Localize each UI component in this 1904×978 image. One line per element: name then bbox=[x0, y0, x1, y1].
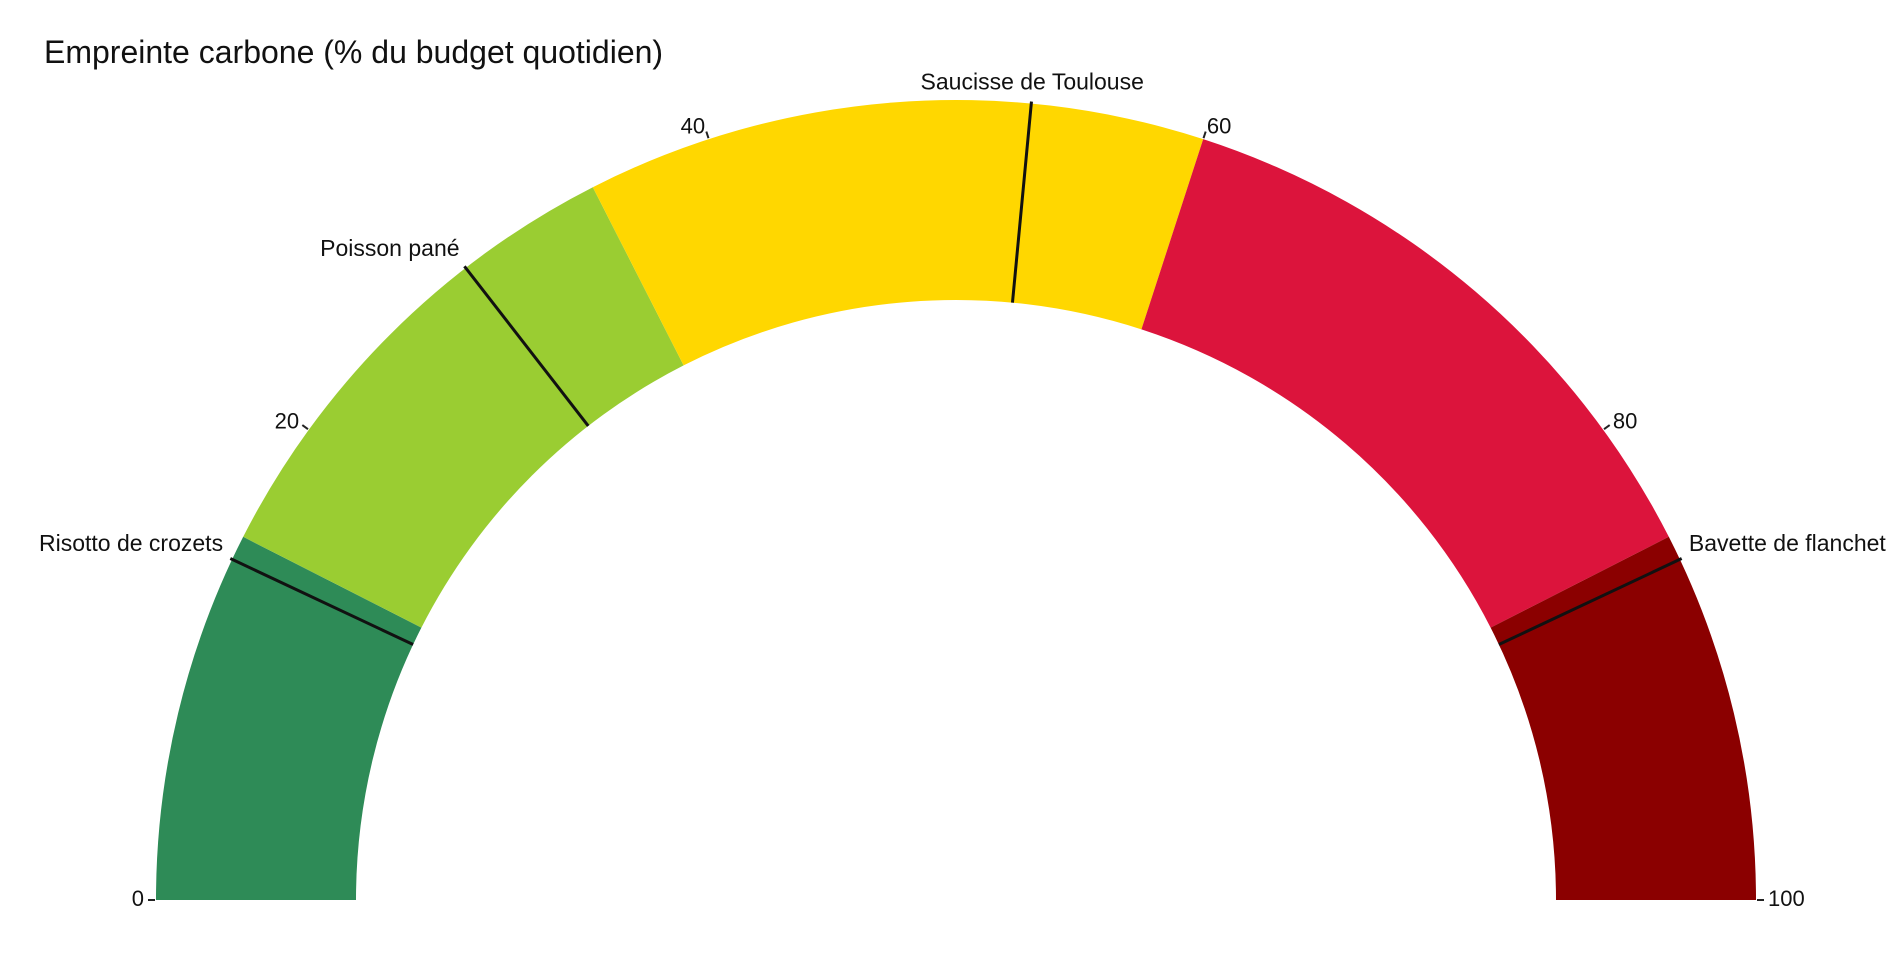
tick-mark-40 bbox=[705, 131, 710, 139]
marker-line-4 bbox=[1498, 557, 1683, 646]
marker-line-3 bbox=[1010, 101, 1033, 303]
tick-label-40: 40 bbox=[681, 114, 705, 139]
tick-label-80: 80 bbox=[1613, 409, 1637, 434]
gauge-band-4 bbox=[1141, 139, 1669, 628]
marker-line-2 bbox=[463, 265, 590, 427]
marker-label-1: Risotto de crozets bbox=[39, 530, 223, 556]
tick-mark-20 bbox=[301, 424, 309, 430]
marker-label-3: Saucisse de Toulouse bbox=[921, 69, 1144, 95]
gauge-band-5 bbox=[1490, 536, 1756, 900]
gauge-band-3 bbox=[592, 99, 1204, 366]
gauge-band-2 bbox=[243, 187, 684, 628]
gauge-markers: Risotto de crozets Poisson pané Saucisse d… bbox=[39, 69, 1887, 646]
marker-line-1 bbox=[229, 557, 414, 646]
tick-label-0: 0 bbox=[132, 886, 144, 911]
tick-label-60: 60 bbox=[1207, 114, 1231, 139]
tick-label-100: 100 bbox=[1768, 886, 1805, 911]
marker-label-4: Bavette de flanchet bbox=[1689, 530, 1887, 556]
tick-mark-80 bbox=[1603, 424, 1611, 430]
tick-mark-60 bbox=[1202, 131, 1207, 139]
gauge-band-1 bbox=[156, 536, 422, 900]
gauge-bands bbox=[156, 99, 1756, 900]
chart-title: Empreinte carbone (% du budget quotidien… bbox=[44, 34, 663, 70]
marker-label-2: Poisson pané bbox=[320, 235, 459, 261]
tick-label-20: 20 bbox=[275, 409, 299, 434]
gauge-ticks: 0 20 40 60 80 100 bbox=[132, 114, 1805, 911]
